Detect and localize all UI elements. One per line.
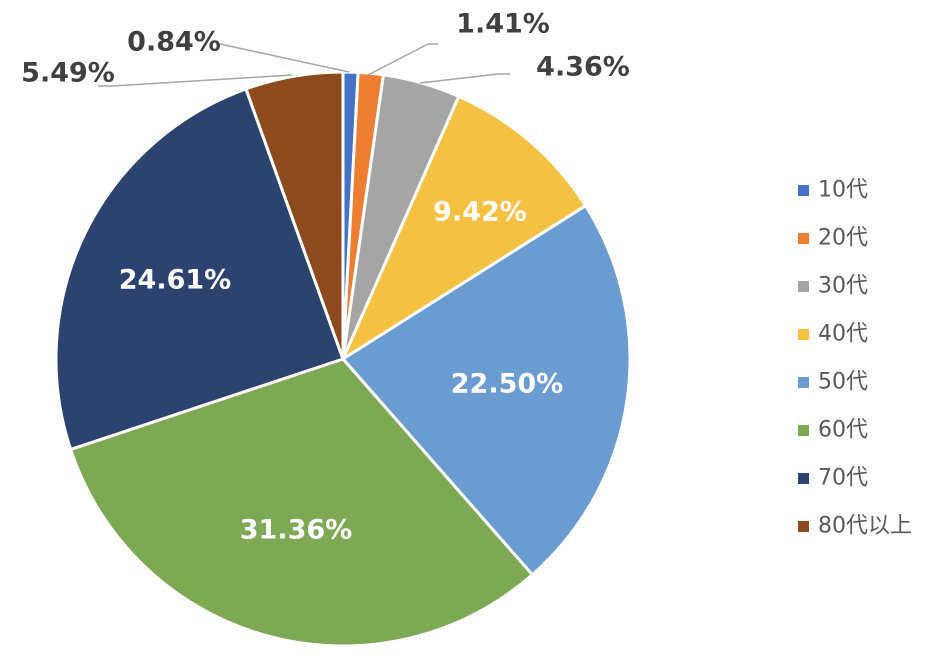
legend-label: 30代 xyxy=(818,274,868,299)
legend-swatch xyxy=(798,185,809,196)
legend-item-2: 20代 xyxy=(798,226,868,251)
legend-label: 10代 xyxy=(818,178,868,203)
pie-slices xyxy=(54,70,632,648)
pie-slice-6 xyxy=(69,357,534,648)
legend-swatch xyxy=(798,233,809,244)
pie-slice-4 xyxy=(341,94,588,361)
legend-item-4: 40代 xyxy=(798,322,868,347)
pie-slice-5 xyxy=(341,204,632,577)
legend-item-5: 50代 xyxy=(798,370,868,395)
legend-swatch xyxy=(798,521,809,532)
data-label-8: 5.49% xyxy=(21,58,115,89)
leader-line-1 xyxy=(219,43,350,73)
leader-line-2 xyxy=(367,43,438,76)
legend-label: 20代 xyxy=(818,226,868,251)
legend-swatch xyxy=(798,329,809,340)
legend-label: 80代以上 xyxy=(818,514,912,539)
legend: 10代 20代 30代 40代 50代 60代 70代 80代以上 xyxy=(798,178,912,539)
legend-item-8: 80代以上 xyxy=(798,514,912,539)
legend-item-7: 70代 xyxy=(798,466,868,491)
leader-lines xyxy=(98,43,510,87)
legend-item-6: 60代 xyxy=(798,418,868,443)
data-label-4: 9.42% xyxy=(433,197,527,228)
legend-swatch xyxy=(798,377,809,388)
legend-item-1: 10代 xyxy=(798,178,868,203)
legend-item-3: 30代 xyxy=(798,274,868,299)
leader-line-8 xyxy=(98,74,293,87)
leader-line-3 xyxy=(419,73,510,84)
data-label-1: 0.84% xyxy=(127,27,221,58)
legend-swatch xyxy=(798,281,809,292)
legend-label: 40代 xyxy=(818,322,868,347)
legend-swatch xyxy=(798,425,809,436)
legend-label: 60代 xyxy=(818,418,868,443)
legend-label: 70代 xyxy=(818,466,868,491)
pie-slice-7 xyxy=(54,87,345,451)
pie-slice-8 xyxy=(244,70,345,361)
data-label-7: 24.61% xyxy=(119,265,231,296)
data-labels: 0.84% 1.41% 4.36% 9.42% 22.50% 31.36% 24.61% 5.… xyxy=(21,9,630,546)
legend-swatch xyxy=(798,473,809,484)
data-label-6: 31.36% xyxy=(240,515,352,546)
data-label-3: 4.36% xyxy=(536,52,630,83)
data-label-2: 1.41% xyxy=(456,9,550,40)
data-label-5: 22.50% xyxy=(451,369,563,400)
legend-label: 50代 xyxy=(818,370,868,395)
